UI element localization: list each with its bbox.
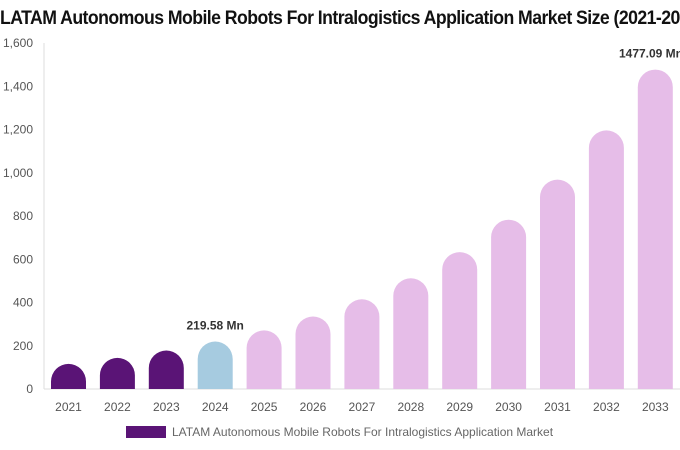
x-tick-label: 2029 — [446, 400, 473, 414]
y-tick-label: 1,000 — [3, 166, 33, 180]
bar-2033 — [637, 69, 673, 389]
x-tick-label: 2021 — [55, 400, 82, 414]
bar-2030 — [491, 219, 527, 389]
y-tick-label: 1,200 — [3, 123, 33, 137]
bar-2029 — [442, 252, 478, 389]
x-tick-label: 2022 — [104, 400, 131, 414]
y-tick-label: 0 — [26, 382, 33, 396]
y-tick-label: 1,600 — [3, 36, 33, 50]
y-tick-label: 400 — [13, 296, 33, 310]
y-tick-label: 800 — [13, 209, 33, 223]
legend: LATAM Autonomous Mobile Robots For Intra… — [126, 425, 553, 439]
x-tick-label: 2028 — [397, 400, 424, 414]
legend-label: LATAM Autonomous Mobile Robots For Intra… — [172, 425, 554, 439]
x-tick-label: 2023 — [153, 400, 180, 414]
data-label: 1477.09 Mn — [619, 47, 680, 61]
bar-2027 — [344, 299, 380, 389]
x-tick-label: 2026 — [300, 400, 327, 414]
x-tick-label: 2024 — [202, 400, 229, 414]
legend-swatch — [126, 426, 166, 438]
bar-2023 — [148, 350, 184, 389]
x-tick-label: 2027 — [349, 400, 376, 414]
bar-2031 — [540, 179, 575, 389]
y-tick-label: 200 — [13, 339, 33, 353]
x-tick-label: 2031 — [544, 400, 571, 414]
bar-2024 — [197, 341, 233, 389]
bar-2032 — [588, 130, 624, 390]
bar-2026 — [295, 316, 331, 389]
bar-2021 — [51, 363, 86, 389]
bar-2028 — [393, 278, 429, 389]
x-tick-label: 2025 — [251, 400, 278, 414]
x-tick-label: 2032 — [593, 400, 620, 414]
x-tick-label: 2030 — [495, 400, 522, 414]
y-tick-label: 1,400 — [3, 79, 33, 93]
data-label: 219.58 Mn — [187, 319, 244, 333]
x-tick-label: 2033 — [642, 400, 669, 414]
bar-2025 — [246, 330, 282, 389]
bar-2022 — [99, 357, 135, 389]
y-tick-label: 600 — [13, 252, 33, 266]
chart-title: LATAM Autonomous Mobile Robots For Intra… — [0, 8, 680, 29]
